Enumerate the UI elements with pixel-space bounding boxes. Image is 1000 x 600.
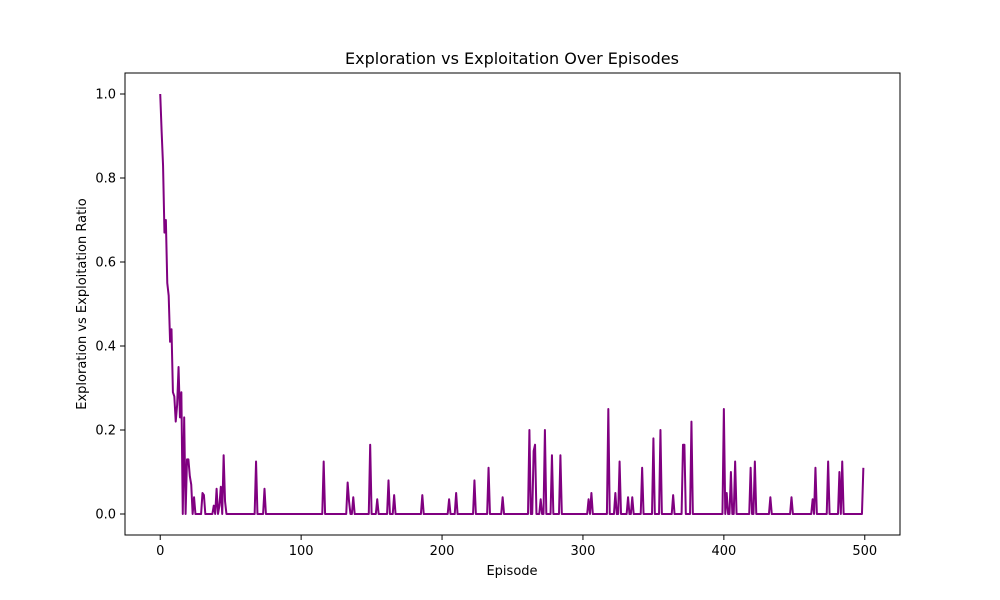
chart-title: Exploration vs Exploitation Over Episode… — [345, 49, 679, 68]
x-tick-label: 100 — [289, 544, 314, 559]
y-tick-label: 0.2 — [95, 424, 116, 439]
x-tick-label: 300 — [571, 544, 596, 559]
data-line — [159, 93, 865, 515]
plot-frame — [124, 72, 901, 536]
y-tick-label: 0.6 — [95, 256, 116, 271]
x-tick-label: 200 — [430, 544, 455, 559]
y-tick-label: 0.8 — [95, 172, 116, 187]
x-tick-label: 500 — [852, 544, 877, 559]
y-tick-label: 0.4 — [95, 340, 116, 355]
x-tick-label: 0 — [156, 544, 164, 559]
y-tick-label: 0.0 — [95, 508, 116, 523]
y-tick-label: 1.0 — [95, 88, 116, 103]
y-axis-label: Exploration vs Exploitation Ratio — [75, 198, 90, 410]
x-axis-label: Episode — [486, 564, 537, 579]
x-tick-label: 400 — [711, 544, 736, 559]
